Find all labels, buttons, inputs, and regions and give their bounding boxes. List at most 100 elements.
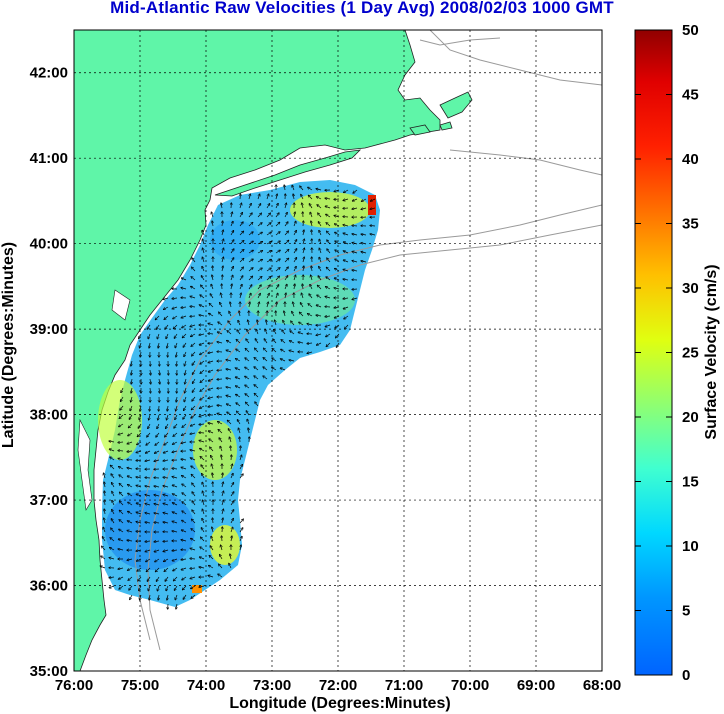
velocity-arrow <box>245 376 250 380</box>
velocity-arrow <box>191 342 196 346</box>
velocity-arrow <box>181 307 187 308</box>
velocity-arrow <box>266 242 271 245</box>
velocity-arrow <box>130 405 133 411</box>
velocity-arrow <box>185 387 186 393</box>
velocity-arrow <box>159 378 160 384</box>
velocity-arrow <box>257 268 262 272</box>
velocity-arrow <box>173 494 178 497</box>
velocity-arrow <box>257 294 260 299</box>
delaware-bay <box>111 289 131 321</box>
velocity-arrow <box>112 483 115 488</box>
velocity-arrow <box>110 538 115 542</box>
velocity-arrow <box>101 556 106 560</box>
velocity-arrow <box>136 522 142 523</box>
velocity-arrow <box>119 484 124 488</box>
velocity-arrow <box>325 316 331 317</box>
velocity-arrow <box>258 302 259 308</box>
colorbar-tick-label: 25 <box>682 345 699 362</box>
velocity-arrow <box>211 456 214 461</box>
velocity-arrow <box>298 342 304 343</box>
velocity-arrow <box>145 450 151 453</box>
velocity-arrow <box>208 369 214 372</box>
velocity-arrow <box>149 405 150 411</box>
colorbar-tick-label: 20 <box>682 409 699 426</box>
velocity-arrow <box>147 324 151 329</box>
velocity-arrow <box>240 293 241 299</box>
velocity-arrow <box>275 241 280 245</box>
velocity-arrow <box>230 554 231 560</box>
velocity-arrow <box>264 348 268 353</box>
velocity-arrow <box>335 241 340 245</box>
velocity-arrow <box>335 232 340 236</box>
velocity-arrow <box>109 558 115 559</box>
velocity-arrow <box>230 275 233 281</box>
velocity-arrow <box>199 342 205 345</box>
x-tick-label: 69:00 <box>517 677 555 694</box>
velocity-arrow <box>222 518 223 524</box>
velocity-arrow <box>307 352 313 353</box>
velocity-arrow <box>104 518 105 524</box>
velocity-arrow <box>226 360 232 361</box>
speed-patch-max <box>368 195 376 215</box>
velocity-arrow <box>222 266 223 272</box>
velocity-arrow <box>192 267 196 272</box>
velocity-arrow <box>217 413 223 415</box>
velocity-arrow <box>325 198 331 199</box>
velocity-arrow <box>145 495 151 496</box>
velocity-arrow <box>118 433 124 435</box>
y-tick-label: 35:00 <box>30 663 68 680</box>
velocity-arrow <box>192 510 196 515</box>
velocity-arrow <box>267 194 269 200</box>
velocity-arrow <box>164 567 169 571</box>
velocity-arrow <box>221 203 222 209</box>
velocity-arrow <box>211 536 214 542</box>
velocity-arrow <box>344 189 349 192</box>
velocity-arrow <box>325 324 331 327</box>
velocity-arrow <box>127 559 133 560</box>
velocity-arrow <box>230 446 231 452</box>
velocity-arrow <box>200 405 205 408</box>
velocity-arrow <box>150 369 151 375</box>
velocity-arrow <box>182 493 187 497</box>
velocity-arrow <box>181 288 187 289</box>
velocity-arrow <box>110 548 115 551</box>
velocity-arrow <box>145 460 151 461</box>
velocity-arrow <box>190 558 196 559</box>
velocity-arrow <box>226 396 232 397</box>
x-tick-label: 76:00 <box>55 677 93 694</box>
velocity-arrow <box>239 437 240 443</box>
colorbar-tick-label: 30 <box>682 280 699 297</box>
velocity-arrow <box>172 531 178 532</box>
velocity-arrow <box>231 212 232 218</box>
velocity-arrow <box>239 259 244 263</box>
velocity-arrow <box>293 249 297 254</box>
velocity-arrow <box>192 387 196 392</box>
velocity-arrow <box>248 276 252 281</box>
velocity-arrow <box>202 482 205 488</box>
velocity-arrow <box>257 251 262 254</box>
velocity-arrow <box>200 295 205 299</box>
velocity-arrow <box>102 537 106 542</box>
velocity-arrow <box>199 334 205 335</box>
speed-patch-orange <box>192 585 202 593</box>
velocity-arrow <box>334 288 340 289</box>
colorbar-tick-label: 40 <box>682 151 699 168</box>
y-tick-label: 37:00 <box>30 492 68 509</box>
velocity-arrow <box>231 284 232 290</box>
velocity-arrow <box>166 333 169 339</box>
velocity-arrow <box>140 351 141 357</box>
velocity-arrow <box>173 432 178 436</box>
velocity-arrow <box>192 501 196 506</box>
velocity-arrow <box>129 414 133 419</box>
velocity-arrow <box>352 208 358 209</box>
velocity-arrow <box>120 405 124 410</box>
velocity-arrow <box>208 397 214 398</box>
velocity-arrow <box>192 492 196 497</box>
velocity-arrow <box>343 298 349 299</box>
velocity-arrow <box>173 503 178 506</box>
velocity-arrow <box>173 567 178 571</box>
velocity-arrow <box>139 414 142 420</box>
velocity-arrow <box>136 512 142 515</box>
velocity-arrow <box>303 257 304 263</box>
velocity-arrow <box>281 359 286 362</box>
